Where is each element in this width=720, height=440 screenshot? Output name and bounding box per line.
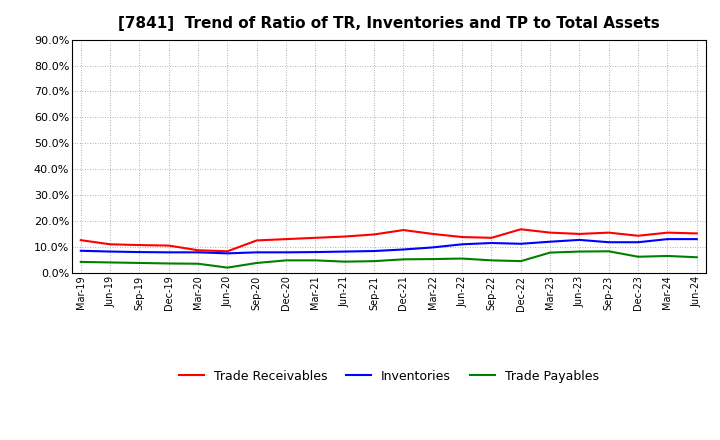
Trade Receivables [370,232,379,237]
Trade Receivables [458,235,467,240]
Trade Payables [135,260,144,266]
Inventories [575,237,584,242]
Trade Receivables [634,233,642,238]
Trade Payables [106,260,114,265]
Trade Payables [487,258,496,263]
Trade Payables [164,261,173,266]
Trade Payables [253,260,261,266]
Line: Trade Payables: Trade Payables [81,251,697,268]
Title: [7841]  Trend of Ratio of TR, Inventories and TP to Total Assets: [7841] Trend of Ratio of TR, Inventories… [118,16,660,32]
Trade Payables [663,253,672,259]
Trade Receivables [311,235,320,240]
Trade Receivables [693,231,701,236]
Line: Trade Receivables: Trade Receivables [81,229,697,251]
Trade Receivables [487,235,496,240]
Trade Payables [223,265,232,270]
Line: Inventories: Inventories [81,239,697,253]
Trade Receivables [135,242,144,248]
Trade Receivables [546,230,554,235]
Trade Payables [282,258,290,263]
Inventories [546,239,554,244]
Trade Payables [194,261,202,266]
Trade Payables [428,257,437,262]
Trade Receivables [575,231,584,237]
Trade Receivables [223,249,232,254]
Inventories [458,242,467,247]
Trade Payables [311,258,320,263]
Trade Receivables [194,248,202,253]
Trade Payables [341,259,349,264]
Trade Receivables [428,231,437,237]
Inventories [282,249,290,255]
Trade Receivables [341,234,349,239]
Inventories [605,240,613,245]
Trade Receivables [282,236,290,242]
Trade Receivables [516,227,525,232]
Inventories [135,249,144,255]
Trade Receivables [164,243,173,248]
Inventories [76,248,85,253]
Trade Payables [575,249,584,254]
Trade Payables [370,258,379,264]
Trade Payables [76,259,85,264]
Trade Receivables [106,242,114,247]
Trade Payables [634,254,642,259]
Inventories [341,249,349,254]
Inventories [487,240,496,246]
Trade Receivables [76,238,85,243]
Inventories [370,249,379,254]
Inventories [516,241,525,246]
Inventories [106,249,114,254]
Inventories [223,251,232,256]
Inventories [164,249,173,255]
Trade Payables [605,249,613,254]
Trade Receivables [605,230,613,235]
Trade Payables [516,258,525,264]
Inventories [663,236,672,242]
Inventories [311,249,320,255]
Inventories [693,236,701,242]
Inventories [634,240,642,245]
Legend: Trade Receivables, Inventories, Trade Payables: Trade Receivables, Inventories, Trade Pa… [174,365,604,388]
Inventories [428,245,437,250]
Trade Receivables [663,230,672,235]
Trade Payables [399,257,408,262]
Trade Payables [693,255,701,260]
Trade Payables [458,256,467,261]
Inventories [194,249,202,255]
Inventories [253,249,261,255]
Inventories [399,247,408,252]
Trade Receivables [399,227,408,233]
Trade Payables [546,250,554,255]
Trade Receivables [253,238,261,243]
